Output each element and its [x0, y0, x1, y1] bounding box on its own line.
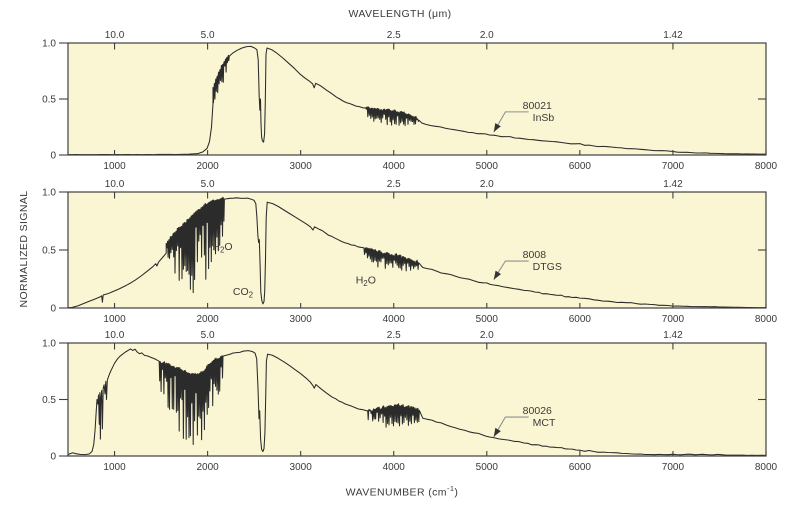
signal-tick-label: 0.5 — [42, 395, 56, 406]
wavelength-tick-label: 2.5 — [387, 330, 401, 341]
signal-tick-label: 1.0 — [42, 188, 56, 199]
detector-id-label: 80026 — [523, 405, 552, 417]
panel-background — [68, 43, 766, 155]
wavelength-axis-title: WAVELENGTH (μm) — [348, 8, 452, 20]
detector-name-label: MCT — [533, 417, 556, 429]
panel-frame — [67, 191, 767, 309]
wavelength-tick-label: 1.42 — [663, 330, 683, 341]
wavenumber-tick-label: 7000 — [662, 161, 685, 172]
annotation-arrowhead-icon — [493, 427, 501, 437]
wavelength-tick-label: 10.0 — [105, 179, 125, 190]
wavenumber-tick-label: 3000 — [290, 314, 313, 325]
wavenumber-tick-label: 4000 — [383, 314, 406, 325]
spectrum-curve-80026 — [67, 348, 767, 456]
wavenumber-tick-label: 1000 — [103, 314, 126, 325]
wavenumber-tick-label: 1000 — [103, 462, 126, 473]
wavenumber-tick-label: 3000 — [290, 161, 313, 172]
panel-dtgs: 1000 2000 3000 4000 5000 6000 7000 8000 10.0 5.0 2… — [42, 179, 777, 325]
wavelength-tick-label: 5.0 — [201, 179, 215, 190]
wavenumber-tick-label: 8000 — [755, 314, 778, 325]
wavelength-tick-label: 10.0 — [105, 30, 125, 41]
wavenumber-tick-label: 2000 — [196, 161, 219, 172]
wavenumber-axis-title: WAVENUMBER (cm-1) — [346, 484, 459, 499]
wavelength-tick-label: 2.5 — [387, 179, 401, 190]
wavenumber-tick-label: 6000 — [569, 462, 592, 473]
panel-frame — [67, 42, 767, 156]
detector-name-label: InSb — [533, 112, 555, 124]
absorption-band-label: H2O — [356, 275, 376, 288]
panel-insb: 1000 2000 3000 4000 5000 6000 7000 8000 10.0 5.0 2… — [42, 30, 777, 172]
signal-tick-label: 0.5 — [42, 95, 56, 106]
annotation-arrowhead-icon — [493, 123, 501, 133]
spectrum-curve-80021 — [67, 45, 767, 156]
panel-background — [68, 192, 766, 308]
panel-background — [68, 343, 766, 456]
wavenumber-tick-label: 3000 — [290, 462, 313, 473]
wavenumber-tick-label: 6000 — [569, 314, 592, 325]
signal-tick-label: 0 — [50, 304, 56, 315]
wavenumber-axis-title-text: WAVENUMBER (cm — [345, 486, 447, 499]
wavelength-tick-label: 2.0 — [480, 30, 494, 41]
detector-name-label: DTGS — [533, 261, 562, 273]
signal-tick-label: 0 — [50, 151, 56, 162]
signal-tick-label: 0 — [50, 452, 56, 463]
wavenumber-tick-label: 4000 — [383, 462, 406, 473]
detector-id-label: 80021 — [523, 100, 552, 112]
panel-tick-labels: 1000 2000 3000 4000 5000 6000 7000 8000 10.0 5.0 2… — [42, 179, 777, 325]
absorption-band-label: H2O — [212, 241, 232, 254]
wavelength-tick-label: 1.42 — [663, 30, 683, 41]
panel-ticks — [59, 342, 767, 457]
detector-id-label: 8008 — [523, 249, 547, 261]
wavenumber-tick-label: 2000 — [196, 462, 219, 473]
annotation-arrowhead-icon — [493, 270, 502, 280]
wavenumber-tick-label: 5000 — [476, 161, 499, 172]
wavenumber-tick-label: 8000 — [755, 161, 778, 172]
panel-tick-labels: 1000 2000 3000 4000 5000 6000 7000 8000 10.0 5.0 2… — [42, 30, 777, 172]
normalized-signal-axis-title: NORMALIZED SIGNAL — [18, 190, 30, 308]
panel-frame — [67, 342, 767, 457]
wavelength-tick-label: 2.5 — [387, 30, 401, 41]
wavelength-tick-label: 2.0 — [480, 330, 494, 341]
panel-ticks — [59, 42, 767, 156]
wavenumber-tick-label: 2000 — [196, 314, 219, 325]
wavelength-tick-label: 5.0 — [201, 330, 215, 341]
signal-tick-label: 1.0 — [42, 339, 56, 350]
wavenumber-tick-label: 7000 — [662, 314, 685, 325]
wavelength-tick-label: 10.0 — [105, 330, 125, 341]
wavenumber-tick-label: 5000 — [476, 314, 499, 325]
wavenumber-tick-label: 5000 — [476, 462, 499, 473]
wavelength-tick-label: 1.42 — [663, 179, 683, 190]
wavenumber-tick-label: 7000 — [662, 462, 685, 473]
signal-tick-label: 0.5 — [42, 246, 56, 257]
spectrum-curve-8008 — [67, 196, 767, 309]
wavenumber-axis-title-superscript: -1 — [446, 484, 455, 493]
wavenumber-tick-label: 4000 — [383, 161, 406, 172]
wavenumber-tick-label: 8000 — [755, 462, 778, 473]
wavenumber-tick-label: 6000 — [569, 161, 592, 172]
wavenumber-tick-label: 1000 — [103, 161, 126, 172]
panel-tick-labels: 1000 2000 3000 4000 5000 6000 7000 8000 10.0 5.0 2… — [42, 330, 777, 473]
panel-mct: 1000 2000 3000 4000 5000 6000 7000 8000 10.0 5.0 2… — [42, 330, 777, 473]
absorption-band-label: CO2 — [233, 286, 254, 299]
wavelength-tick-label: 5.0 — [201, 30, 215, 41]
wavelength-tick-label: 2.0 — [480, 179, 494, 190]
signal-tick-label: 1.0 — [42, 39, 56, 50]
wavenumber-axis-title-close: ) — [454, 486, 459, 499]
